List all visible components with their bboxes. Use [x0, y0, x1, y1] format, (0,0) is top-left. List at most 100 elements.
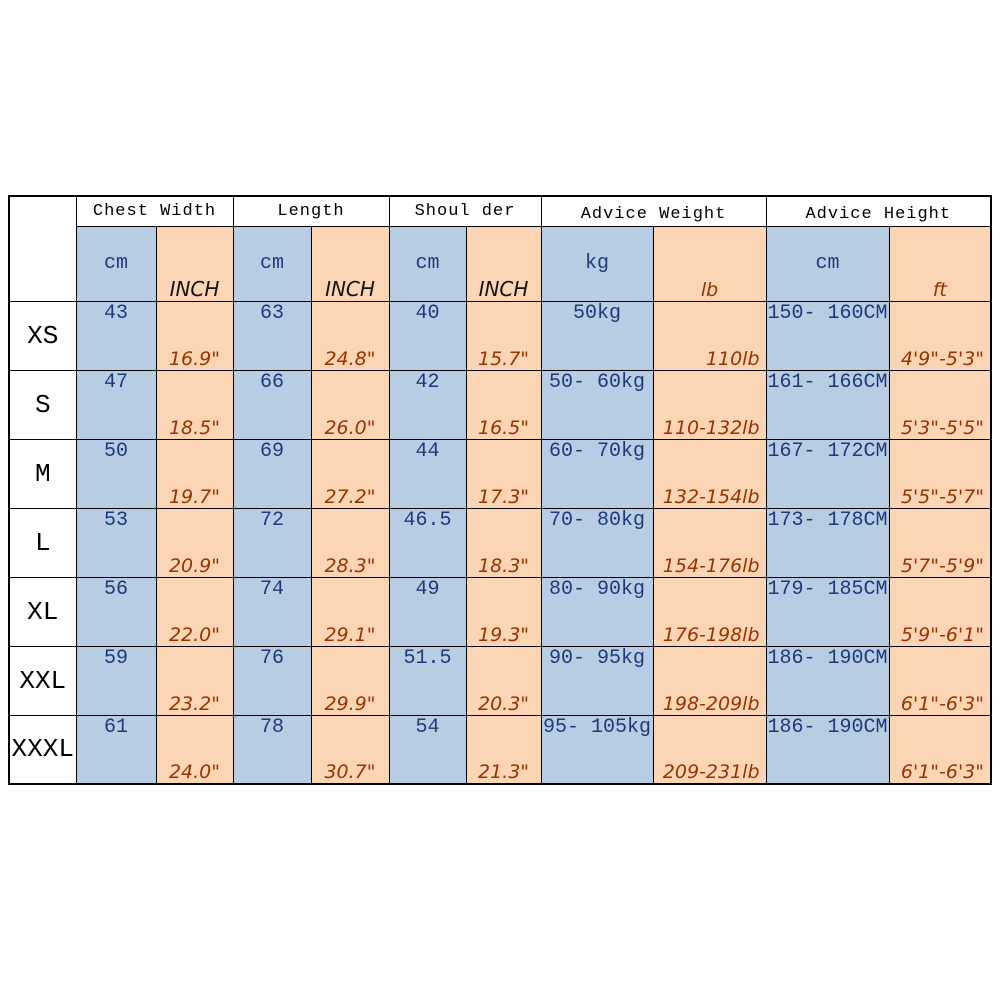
- col-group-advice-weight: Advice Weight: [540, 195, 767, 227]
- cell-shoulder-inch: 15.7": [465, 300, 542, 371]
- column-group-header-row: Chest Width Length Shoul der Advice Weig…: [8, 195, 992, 302]
- cell-weight-kg: 50- 60kg: [540, 369, 654, 440]
- corner-cell: [8, 195, 77, 302]
- cell-length-cm: 66: [232, 369, 312, 440]
- cell-chest-cm: 56: [75, 576, 157, 647]
- cell-height-ft: 5'7"-5'9": [888, 507, 992, 578]
- unit-height-ft: ft: [888, 225, 992, 302]
- cell-weight-kg: 80- 90kg: [540, 576, 654, 647]
- cell-chest-cm: 50: [75, 438, 157, 509]
- cell-length-cm: 74: [232, 576, 312, 647]
- table-row-xxxl: XXXL 61 24.0" 78 30.7" 54 21.3" 95- 105k…: [8, 714, 992, 785]
- cell-shoulder-cm: 44: [388, 438, 467, 509]
- cell-chest-cm: 61: [75, 714, 157, 785]
- cell-height-ft: 4'9"-5'3": [888, 300, 992, 371]
- cell-shoulder-cm: 54: [388, 714, 467, 785]
- cell-length-inch: 28.3": [310, 507, 390, 578]
- cell-height-cm: 173- 178CM: [765, 507, 890, 578]
- cell-shoulder-inch: 16.5": [465, 369, 542, 440]
- unit-length-cm: cm: [232, 225, 312, 302]
- cell-height-ft: 5'9"-6'1": [888, 576, 992, 647]
- cell-weight-lb: 209-231lb: [652, 714, 767, 785]
- table-row-l: L 53 20.9" 72 28.3" 46.5 18.3" 70- 80kg …: [8, 507, 992, 578]
- cell-chest-cm: 59: [75, 645, 157, 716]
- cell-chest-inch: 19.7": [155, 438, 234, 509]
- cell-height-cm: 167- 172CM: [765, 438, 890, 509]
- size-chart-table: Chest Width Length Shoul der Advice Weig…: [8, 195, 993, 785]
- cell-shoulder-inch: 20.3": [465, 645, 542, 716]
- cell-length-inch: 24.8": [310, 300, 390, 371]
- size-label: XXXL: [8, 714, 77, 785]
- cell-length-inch: 29.9": [310, 645, 390, 716]
- cell-height-cm: 186- 190CM: [765, 714, 890, 785]
- cell-shoulder-inch: 18.3": [465, 507, 542, 578]
- cell-weight-kg: 50kg: [540, 300, 654, 371]
- table-row-xxl: XXL 59 23.2" 76 29.9" 51.5 20.3" 90- 95k…: [8, 645, 992, 716]
- cell-height-cm: 150- 160CM: [765, 300, 890, 371]
- unit-weight-kg: kg: [540, 225, 654, 302]
- cell-chest-inch: 22.0": [155, 576, 234, 647]
- cell-height-ft: 5'5"-5'7": [888, 438, 992, 509]
- cell-height-ft: 5'3"-5'5": [888, 369, 992, 440]
- col-group-length: Length: [232, 195, 390, 227]
- cell-weight-lb: 132-154lb: [652, 438, 767, 509]
- col-group-advice-height: Advice Height: [765, 195, 992, 227]
- cell-shoulder-inch: 17.3": [465, 438, 542, 509]
- cell-length-inch: 27.2": [310, 438, 390, 509]
- cell-length-inch: 26.0": [310, 369, 390, 440]
- cell-weight-lb: 110lb: [652, 300, 767, 371]
- cell-weight-lb: 176-198lb: [652, 576, 767, 647]
- col-group-shoulder: Shoul der: [388, 195, 542, 227]
- cell-height-ft: 6'1"-6'3": [888, 645, 992, 716]
- unit-chest-cm: cm: [75, 225, 157, 302]
- unit-length-inch: INCH: [310, 225, 390, 302]
- unit-height-cm: cm: [765, 225, 890, 302]
- cell-chest-inch: 18.5": [155, 369, 234, 440]
- size-label: S: [8, 369, 77, 440]
- cell-weight-lb: 154-176lb: [652, 507, 767, 578]
- table-row-xs: XS 43 16.9" 63 24.8" 40 15.7" 50kg 110lb…: [8, 300, 992, 371]
- cell-shoulder-inch: 19.3": [465, 576, 542, 647]
- cell-chest-cm: 47: [75, 369, 157, 440]
- cell-length-inch: 29.1": [310, 576, 390, 647]
- col-group-chest-width: Chest Width: [75, 195, 234, 227]
- cell-chest-inch: 24.0": [155, 714, 234, 785]
- unit-shoulder-inch: INCH: [465, 225, 542, 302]
- cell-length-cm: 69: [232, 438, 312, 509]
- cell-chest-inch: 16.9": [155, 300, 234, 371]
- cell-chest-cm: 43: [75, 300, 157, 371]
- cell-chest-inch: 23.2": [155, 645, 234, 716]
- unit-shoulder-cm: cm: [388, 225, 467, 302]
- cell-weight-kg: 60- 70kg: [540, 438, 654, 509]
- cell-weight-kg: 90- 95kg: [540, 645, 654, 716]
- size-label: M: [8, 438, 77, 509]
- cell-length-cm: 76: [232, 645, 312, 716]
- cell-length-cm: 78: [232, 714, 312, 785]
- cell-shoulder-cm: 46.5: [388, 507, 467, 578]
- cell-weight-kg: 70- 80kg: [540, 507, 654, 578]
- cell-shoulder-cm: 49: [388, 576, 467, 647]
- cell-chest-inch: 20.9": [155, 507, 234, 578]
- unit-chest-inch: INCH: [155, 225, 234, 302]
- cell-shoulder-cm: 42: [388, 369, 467, 440]
- size-label: XXL: [8, 645, 77, 716]
- cell-shoulder-cm: 51.5: [388, 645, 467, 716]
- cell-height-cm: 161- 166CM: [765, 369, 890, 440]
- table-row-m: M 50 19.7" 69 27.2" 44 17.3" 60- 70kg 13…: [8, 438, 992, 509]
- cell-height-cm: 179- 185CM: [765, 576, 890, 647]
- cell-height-ft: 6'1"-6'3": [888, 714, 992, 785]
- cell-shoulder-cm: 40: [388, 300, 467, 371]
- cell-weight-lb: 110-132lb: [652, 369, 767, 440]
- table-row-xl: XL 56 22.0" 74 29.1" 49 19.3" 80- 90kg 1…: [8, 576, 992, 647]
- size-label: XS: [8, 300, 77, 371]
- cell-length-cm: 72: [232, 507, 312, 578]
- size-label: XL: [8, 576, 77, 647]
- cell-shoulder-inch: 21.3": [465, 714, 542, 785]
- cell-weight-lb: 198-209lb: [652, 645, 767, 716]
- cell-weight-kg: 95- 105kg: [540, 714, 654, 785]
- cell-height-cm: 186- 190CM: [765, 645, 890, 716]
- size-label: L: [8, 507, 77, 578]
- cell-length-inch: 30.7": [310, 714, 390, 785]
- unit-header-row: cm INCH cm INCH cm INCH kg lb cm ft: [9, 225, 992, 302]
